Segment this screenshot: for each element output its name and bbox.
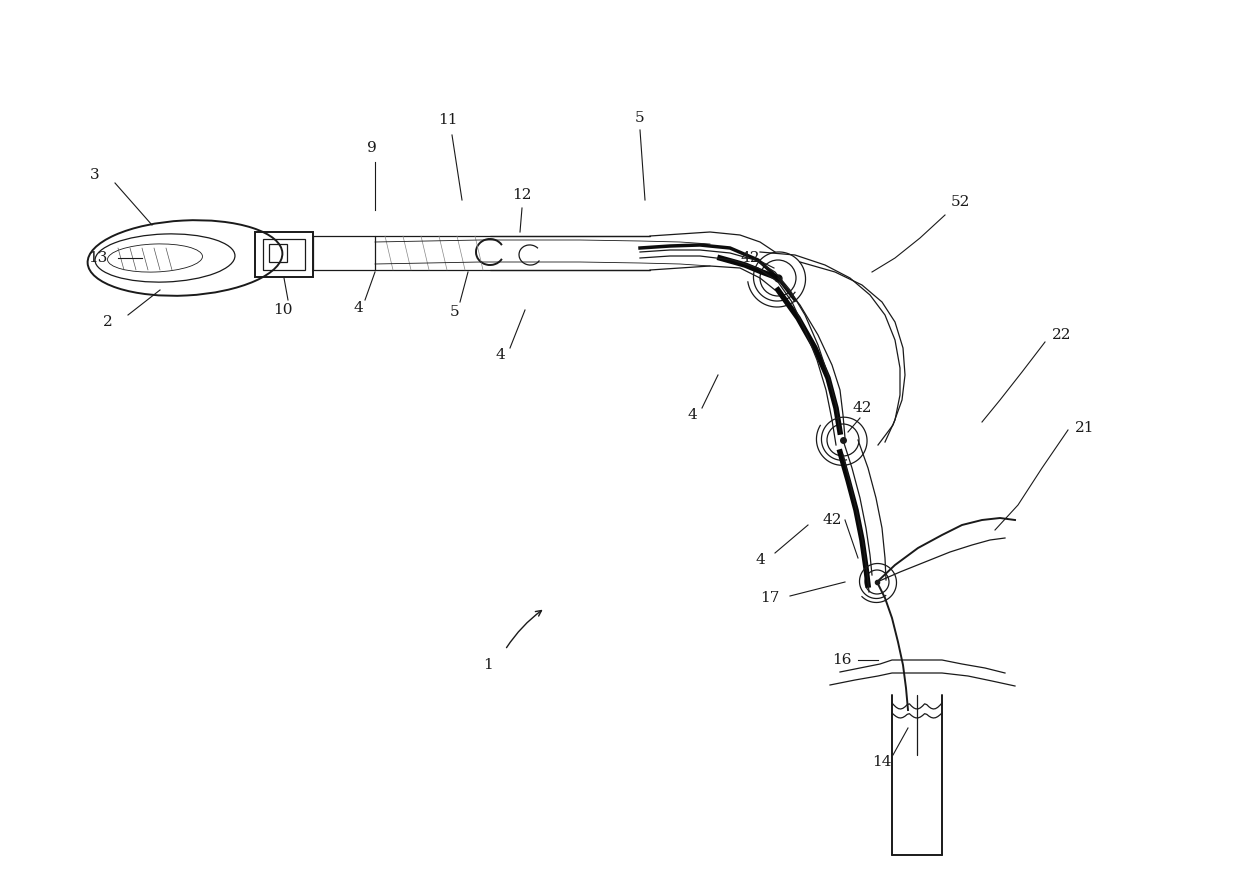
Text: 52: 52 <box>950 195 970 209</box>
Text: 1: 1 <box>484 658 492 672</box>
Text: 42: 42 <box>822 513 842 527</box>
Text: 22: 22 <box>1053 328 1071 342</box>
Text: 42: 42 <box>740 251 760 265</box>
Text: 2: 2 <box>103 315 113 329</box>
Text: 11: 11 <box>438 113 458 127</box>
Text: 9: 9 <box>367 141 377 155</box>
Text: 4: 4 <box>495 348 505 362</box>
Text: 3: 3 <box>91 168 99 182</box>
Text: 5: 5 <box>450 305 460 319</box>
Bar <box>269 244 286 262</box>
Text: 4: 4 <box>353 301 363 315</box>
Text: 10: 10 <box>273 303 293 317</box>
Text: 21: 21 <box>1075 421 1095 435</box>
Text: 17: 17 <box>760 591 780 605</box>
Text: 42: 42 <box>852 401 872 415</box>
Text: 16: 16 <box>832 653 852 667</box>
Text: 5: 5 <box>635 111 645 125</box>
Text: 13: 13 <box>88 251 108 265</box>
Text: 14: 14 <box>872 755 892 769</box>
Bar <box>263 239 305 270</box>
Text: 4: 4 <box>755 553 765 567</box>
Bar <box>255 232 312 277</box>
Text: 12: 12 <box>512 188 532 202</box>
Text: 4: 4 <box>687 408 697 422</box>
